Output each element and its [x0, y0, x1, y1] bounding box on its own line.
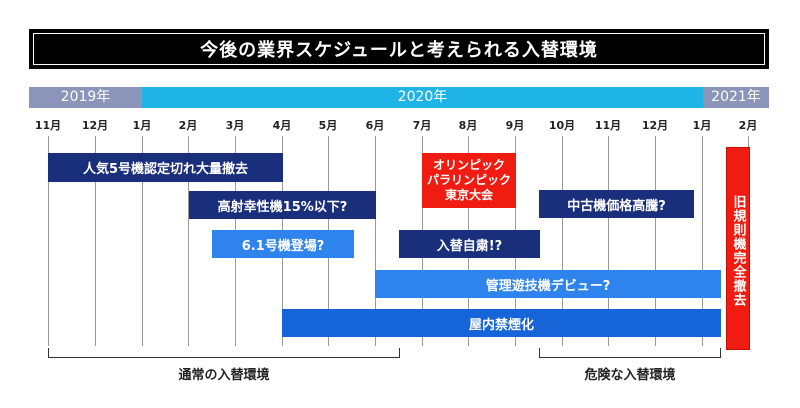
event-61-machine: 6.1号機登場?: [212, 230, 354, 258]
bracket-danger: [539, 348, 721, 358]
month-label: 6月: [365, 119, 385, 132]
year-2019: 2019年: [29, 87, 142, 108]
grid-line: [188, 136, 189, 346]
month-label: 11月: [594, 119, 622, 132]
grid-line: [142, 136, 143, 346]
grid-line: [655, 136, 656, 346]
olympic-line-3: 東京大会: [444, 188, 493, 202]
grid-line: [48, 136, 49, 346]
event-chuko-price: 中古機価格高騰?: [539, 190, 694, 218]
bracket-normal: [48, 348, 400, 358]
event-olympic: オリンピック パラリンピック 東京大会: [422, 153, 516, 208]
grid-line: [375, 136, 376, 346]
title-bar: 今後の業界スケジュールと考えられる入替環境: [29, 29, 769, 69]
month-label: 2月: [738, 119, 758, 132]
month-label: 4月: [272, 119, 292, 132]
grid-line: [562, 136, 563, 346]
event-kanri-yugiki: 管理遊技機デビュー?: [375, 270, 721, 298]
event-irekae-jishuku: 入替自粛!?: [399, 230, 540, 258]
month-label: 12月: [641, 119, 669, 132]
month-label: 8月: [458, 119, 478, 132]
month-label: 9月: [505, 119, 525, 132]
period-danger-label: 危険な入替環境: [584, 368, 676, 383]
month-label: 11月: [34, 119, 62, 132]
month-label: 2月: [178, 119, 198, 132]
year-2021: 2021年: [703, 87, 769, 108]
year-2020: 2020年: [142, 87, 703, 108]
grid-line: [608, 136, 609, 346]
month-label: 5月: [318, 119, 338, 132]
month-label: 3月: [225, 119, 245, 132]
event-ninki5-removal: 人気5号機認定切れ大量撤去: [48, 153, 283, 182]
event-kyu-kisoku-removal: 旧規則機完全撤去: [727, 148, 749, 349]
month-label: 10月: [548, 119, 576, 132]
month-label: 1月: [692, 119, 712, 132]
grid-line: [95, 136, 96, 346]
page-title: 今後の業界スケジュールと考えられる入替環境: [33, 33, 765, 65]
event-okunai-kinen: 屋内禁煙化: [282, 309, 721, 337]
olympic-line-2: パラリンピック: [426, 173, 511, 187]
grid-line: [702, 136, 703, 346]
month-label: 12月: [81, 119, 109, 132]
month-label: 7月: [412, 119, 432, 132]
olympic-line-1: オリンピック: [432, 158, 505, 172]
period-normal-label: 通常の入替環境: [178, 368, 270, 383]
event-koushakousei: 高射幸性機15%以下?: [189, 191, 376, 219]
month-label: 1月: [132, 119, 152, 132]
